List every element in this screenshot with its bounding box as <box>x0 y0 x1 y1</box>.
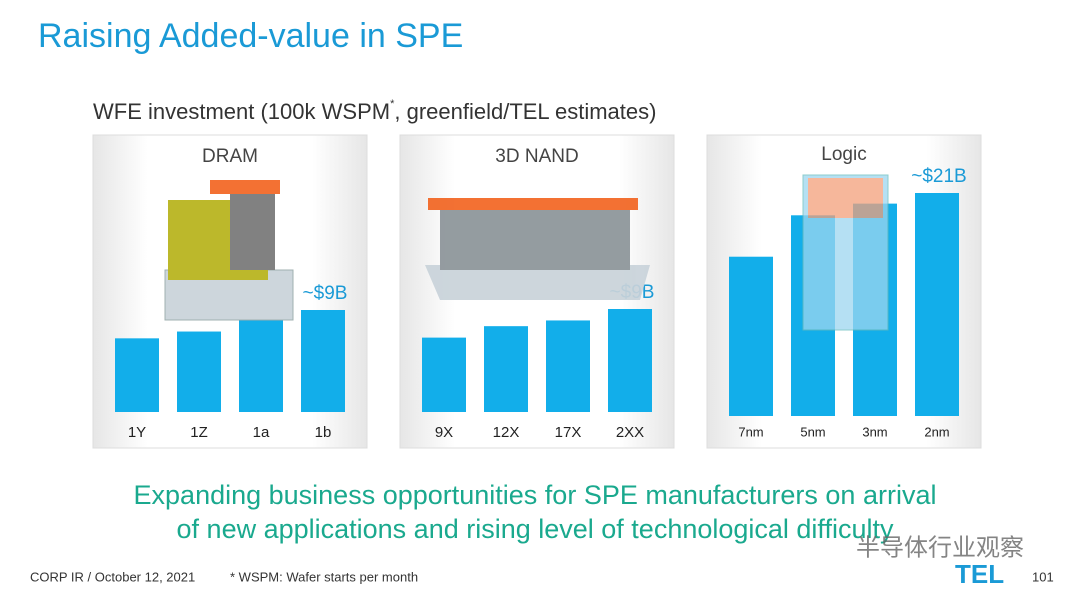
bar <box>422 337 466 412</box>
subtitle: WFE investment (100k WSPM*, greenfield/T… <box>93 98 656 124</box>
subtitle-main: WFE investment (100k WSPM <box>93 99 390 124</box>
x-tick-label: 1a <box>253 424 270 441</box>
bar <box>608 309 652 412</box>
page-number: 101 <box>1032 569 1054 584</box>
footer-note: * WSPM: Wafer starts per month <box>230 569 418 584</box>
bar <box>915 193 959 416</box>
subtitle-rest: , greenfield/TEL estimates) <box>394 99 656 124</box>
chart-title: 3D NAND <box>495 146 578 167</box>
bar <box>484 326 528 412</box>
x-tick-label: 1Z <box>190 424 208 441</box>
x-tick-label: 7nm <box>738 424 763 439</box>
chart-title: DRAM <box>202 146 258 167</box>
bar <box>546 320 590 412</box>
logic-illustration <box>802 174 889 331</box>
watermark: 半导体行业观察 <box>856 534 1024 561</box>
footer-left: CORP IR / October 12, 2021 <box>30 569 195 584</box>
x-tick-label: 9X <box>435 424 453 441</box>
chart-title: Logic <box>821 144 866 165</box>
x-tick-label: 2XX <box>616 424 644 441</box>
value-label: ~$9B <box>303 283 348 304</box>
bar <box>239 320 283 412</box>
x-tick-label: 17X <box>555 424 582 441</box>
x-tick-label: 12X <box>493 424 520 441</box>
nand-illustration <box>425 198 650 300</box>
bar <box>177 331 221 412</box>
dram-illustration <box>164 180 294 321</box>
subtitle-sup: * <box>390 98 395 110</box>
logo: TEL <box>955 559 1004 589</box>
bar <box>729 256 773 416</box>
bar <box>115 338 159 412</box>
x-tick-label: 1b <box>315 424 332 441</box>
slide-title: Raising Added-value in SPE <box>38 17 463 55</box>
tagline-line: of new applications and rising level of … <box>177 514 894 544</box>
value-label: ~$21B <box>911 166 966 187</box>
tagline-line: Expanding business opportunities for SPE… <box>134 480 937 510</box>
bar <box>301 310 345 412</box>
x-tick-label: 5nm <box>800 424 825 439</box>
x-tick-label: 3nm <box>862 424 887 439</box>
x-tick-label: 2nm <box>924 424 949 439</box>
x-tick-label: 1Y <box>128 424 146 441</box>
